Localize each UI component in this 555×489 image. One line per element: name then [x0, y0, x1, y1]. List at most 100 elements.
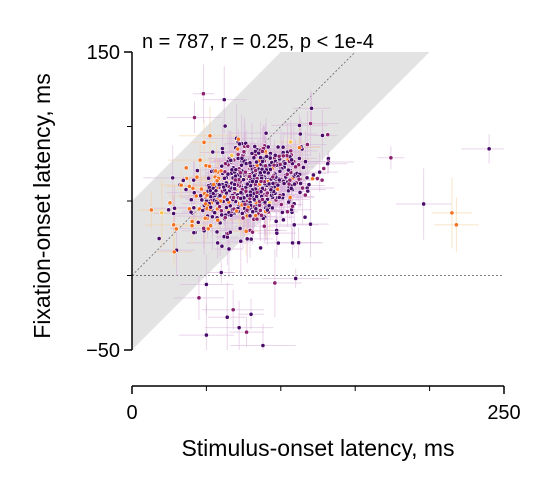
- data-point: [286, 199, 292, 205]
- data-point: [302, 192, 308, 198]
- data-point: [198, 193, 204, 199]
- data-point: [201, 225, 207, 231]
- data-point: [229, 167, 235, 173]
- reference-lines: [132, 52, 504, 276]
- data-point: [264, 207, 270, 213]
- data-point: [243, 161, 249, 166]
- data-point: [236, 325, 242, 331]
- data-point: [228, 157, 234, 163]
- data-point: [263, 130, 269, 136]
- data-point: [289, 157, 295, 163]
- data-point: [280, 153, 286, 159]
- data-point: [269, 205, 275, 211]
- data-point: [213, 168, 219, 174]
- data-point: [247, 160, 253, 166]
- data-point: [257, 202, 263, 208]
- data-point: [258, 189, 264, 195]
- data-point: [235, 146, 241, 152]
- data-point: [254, 194, 260, 199]
- data-point: [221, 97, 227, 103]
- data-point: [304, 175, 310, 181]
- data-point: [188, 209, 194, 215]
- data-point: [259, 197, 265, 202]
- data-point: [275, 240, 281, 246]
- data-point: [244, 236, 250, 242]
- data-point: [244, 207, 250, 213]
- data-point: [148, 207, 154, 213]
- data-point: [242, 201, 248, 207]
- data-point: [232, 177, 238, 183]
- data-point: [282, 161, 288, 166]
- data-point: [159, 210, 165, 216]
- data-point: [254, 190, 260, 195]
- data-point: [296, 176, 302, 182]
- data-point: [224, 197, 230, 202]
- data-point: [309, 105, 314, 111]
- data-point: [189, 223, 195, 229]
- data-point: [222, 123, 228, 129]
- data-point: [251, 155, 257, 161]
- data-point: [254, 159, 259, 165]
- data-point: [214, 229, 220, 235]
- data-point: [215, 200, 220, 206]
- data-point: [290, 203, 295, 209]
- data-point: [297, 131, 303, 137]
- data-points: [148, 91, 492, 348]
- data-point: [191, 177, 197, 183]
- data-point: [166, 207, 172, 213]
- data-point: [205, 226, 211, 232]
- data-point: [254, 216, 260, 222]
- data-point: [233, 173, 238, 179]
- data-point: [300, 185, 305, 191]
- data-point: [156, 236, 162, 241]
- data-point: [218, 168, 224, 174]
- data-point: [291, 222, 297, 228]
- data-point: [221, 194, 227, 200]
- data-point: [264, 154, 270, 159]
- data-point: [304, 142, 310, 147]
- data-point: [199, 197, 205, 203]
- data-point: [275, 144, 281, 150]
- data-point: [223, 161, 228, 167]
- data-point: [196, 295, 202, 301]
- data-point: [213, 188, 219, 194]
- data-point: [263, 163, 268, 169]
- data-point: [217, 193, 223, 199]
- data-point: [292, 181, 297, 187]
- data-point: [233, 167, 239, 173]
- data-point: [305, 188, 311, 194]
- data-point: [249, 151, 255, 156]
- data-point: [251, 173, 257, 179]
- x-axis: 0 250: [126, 385, 521, 424]
- data-point: [303, 159, 308, 164]
- data-point: [208, 223, 214, 229]
- data-point: [172, 205, 177, 211]
- data-point: [258, 245, 263, 251]
- data-point: [308, 221, 313, 227]
- data-point: [204, 192, 210, 198]
- data-point: [218, 208, 224, 214]
- data-point: [167, 200, 173, 206]
- data-point: [226, 246, 232, 252]
- data-point: [227, 229, 233, 235]
- data-point: [232, 186, 238, 192]
- data-point: [208, 204, 214, 210]
- data-point: [288, 186, 294, 191]
- data-point: [260, 343, 266, 348]
- data-point: [293, 164, 298, 170]
- data-point: [311, 172, 316, 178]
- data-point: [195, 219, 201, 225]
- data-point: [238, 196, 244, 201]
- data-point: [243, 188, 249, 194]
- data-point: [298, 181, 303, 186]
- data-point: [281, 181, 287, 186]
- data-point: [297, 189, 303, 195]
- data-point: [258, 155, 263, 160]
- data-point: [261, 223, 267, 229]
- data-point: [247, 213, 253, 219]
- data-point: [232, 181, 238, 187]
- data-point: [317, 169, 323, 175]
- data-point: [284, 171, 290, 177]
- data-point: [277, 168, 283, 174]
- data-point: [171, 249, 177, 255]
